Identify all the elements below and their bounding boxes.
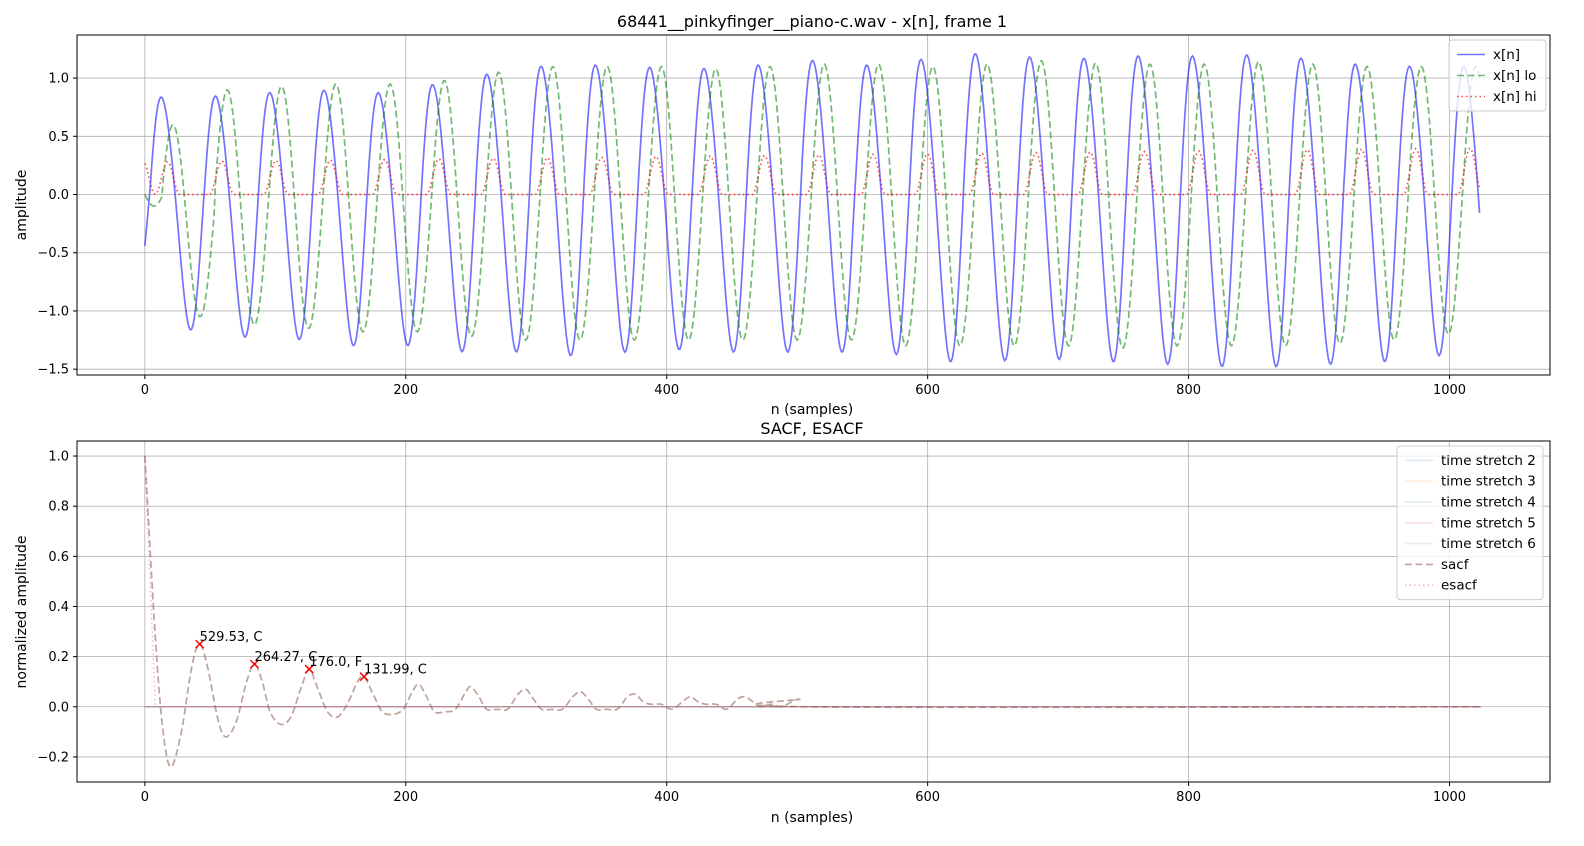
- legend-entry: time stretch 6: [1441, 536, 1536, 552]
- legend-entry: x[n] lo: [1493, 68, 1536, 84]
- chart-title: 68441__pinkyfinger__piano-c.wav - x[n], …: [617, 12, 1007, 32]
- x-tick-label: 200: [393, 383, 418, 398]
- y-tick-label: 0.0: [48, 700, 69, 715]
- peak-marker: [249, 659, 259, 669]
- x-tick-label: 600: [915, 790, 940, 805]
- y-tick-label: 0.0: [48, 188, 69, 203]
- x-tick-label: 0: [141, 383, 149, 398]
- y-tick-label: 0.6: [48, 550, 69, 565]
- legend: x[n] x[n] lo x[n] hi: [1448, 39, 1547, 112]
- peak-marker: [195, 639, 205, 649]
- x-tick-label: 1000: [1433, 790, 1466, 805]
- y-tick-label: −1.0: [37, 304, 69, 319]
- y-axis-label: normalized amplitude: [14, 536, 30, 689]
- plot-area: [143, 455, 1481, 768]
- x-tick-label: 600: [915, 383, 940, 398]
- legend-entry: time stretch 2: [1441, 453, 1536, 469]
- peak-label: 264.27, C: [254, 650, 317, 665]
- peak-marker: [359, 672, 369, 682]
- legend-entry: x[n] hi: [1493, 89, 1537, 105]
- grid: [77, 35, 1550, 375]
- x-tick-label: 0: [141, 790, 149, 805]
- x-tick-label: 200: [393, 790, 418, 805]
- x-tick-label: 400: [654, 790, 679, 805]
- peak-marker: [304, 664, 314, 674]
- x-tick-label: 400: [654, 383, 679, 398]
- plot-area: [143, 53, 1481, 369]
- y-tick-label: 1.0: [48, 450, 69, 465]
- legend-box: [1448, 39, 1547, 112]
- legend-entry: sacf: [1441, 557, 1470, 573]
- x-tick-label: 800: [1176, 790, 1201, 805]
- series-line-sacf: [143, 455, 1481, 768]
- series-line-x-n-: [143, 53, 1481, 369]
- axes-frame: [76, 440, 1551, 783]
- legend-entry: esacf: [1441, 578, 1478, 594]
- axes-frame: [76, 34, 1551, 376]
- top-chart: 68441__pinkyfinger__piano-c.wav - x[n], …: [14, 12, 1551, 418]
- x-tick-label: 800: [1176, 383, 1201, 398]
- x-tick-label: 1000: [1433, 383, 1466, 398]
- peak-label: 176.0, F: [309, 655, 362, 670]
- y-tick-label: 0.4: [48, 600, 69, 615]
- series-line-x-n-lo: [144, 59, 1481, 349]
- peak-label: 131.99, C: [364, 663, 427, 678]
- legend-entry: time stretch 5: [1441, 515, 1536, 531]
- legend-entry: x[n]: [1493, 47, 1520, 63]
- y-tick-label: 0.2: [48, 650, 69, 665]
- legend-entry: time stretch 4: [1441, 495, 1536, 511]
- y-tick-label: −1.5: [37, 363, 69, 378]
- y-tick-label: −0.2: [37, 750, 69, 765]
- y-tick-label: 1.0: [48, 72, 69, 87]
- bottom-chart: SACF, ESACF n (samples) normalized ampli…: [14, 419, 1551, 826]
- legend-entry: time stretch 3: [1441, 474, 1536, 490]
- peak-label: 529.53, C: [200, 630, 263, 645]
- chart-title: SACF, ESACF: [760, 419, 863, 438]
- grid: [77, 441, 1550, 782]
- x-axis-label: n (samples): [771, 810, 853, 826]
- y-tick-label: 0.8: [48, 500, 69, 515]
- y-tick-label: 0.5: [48, 130, 69, 145]
- legend: time stretch 2 time stretch 3 time stretch…: [1396, 445, 1544, 601]
- y-axis-label: amplitude: [14, 170, 30, 241]
- legend-box: [1396, 445, 1544, 601]
- x-axis-label: n (samples): [771, 402, 853, 418]
- y-tick-label: −0.5: [37, 246, 69, 261]
